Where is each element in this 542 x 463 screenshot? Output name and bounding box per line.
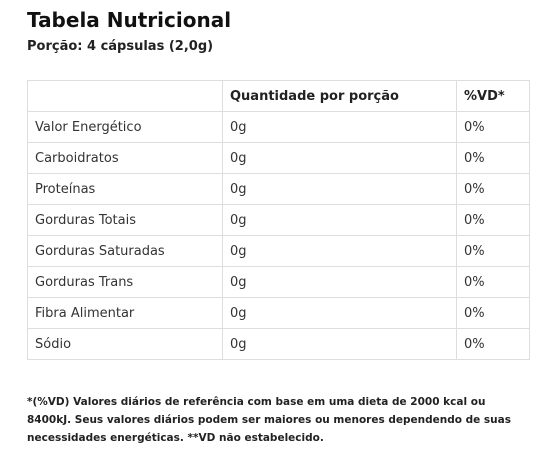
table-row: Fibra Alimentar 0g 0% xyxy=(27,297,530,329)
footnote: *(%VD) Valores diários de referência com… xyxy=(27,396,511,444)
table-row: Gorduras Totais 0g 0% xyxy=(27,204,530,236)
table-cell: 0% xyxy=(456,142,530,174)
table-cell: 0g xyxy=(222,111,457,143)
table-row: Proteínas 0g 0% xyxy=(27,173,530,205)
table-cell: Gorduras Totais xyxy=(27,204,223,236)
table-cell: 0g xyxy=(222,142,457,174)
table-row: Gorduras Saturadas 0g 0% xyxy=(27,235,530,267)
table-row: Sódio 0g 0% xyxy=(27,328,530,360)
table-cell: 0g xyxy=(222,297,457,329)
table-row: Gorduras Trans 0g 0% xyxy=(27,266,530,298)
table-cell: 0% xyxy=(456,235,530,267)
table-cell: Gorduras Trans xyxy=(27,266,223,298)
column-header: %VD* xyxy=(456,80,530,112)
table-cell: 0% xyxy=(456,204,530,236)
table-cell: 0g xyxy=(222,173,457,205)
table-cell: 0% xyxy=(456,328,530,360)
table-cell: Valor Energético xyxy=(27,111,223,143)
column-header: Quantidade por porção xyxy=(222,80,457,112)
table-cell: 0g xyxy=(222,328,457,360)
table-cell: Sódio xyxy=(27,328,223,360)
table-cell: 0% xyxy=(456,111,530,143)
table-cell: Gorduras Saturadas xyxy=(27,235,223,267)
table-cell: 0g xyxy=(222,266,457,298)
header-row: Quantidade por porção %VD* xyxy=(27,80,530,112)
table-cell: 0% xyxy=(456,173,530,205)
table-row: Carboidratos 0g 0% xyxy=(27,142,530,174)
table-cell: 0g xyxy=(222,235,457,267)
table-cell: 0% xyxy=(456,297,530,329)
table-cell: Proteínas xyxy=(27,173,223,205)
table-cell: 0g xyxy=(222,204,457,236)
table-cell: 0% xyxy=(456,266,530,298)
subtitle: Porção: 4 cápsulas (2,0g) xyxy=(27,39,214,54)
column-header xyxy=(27,80,223,112)
table-cell: Fibra Alimentar xyxy=(27,297,223,329)
nutrition-table: Quantidade por porção %VD* Valor Energéti… xyxy=(27,80,530,360)
table-row: Valor Energético 0g 0% xyxy=(27,111,530,143)
title: Tabela Nutricional xyxy=(27,8,232,32)
table-cell: Carboidratos xyxy=(27,142,223,174)
